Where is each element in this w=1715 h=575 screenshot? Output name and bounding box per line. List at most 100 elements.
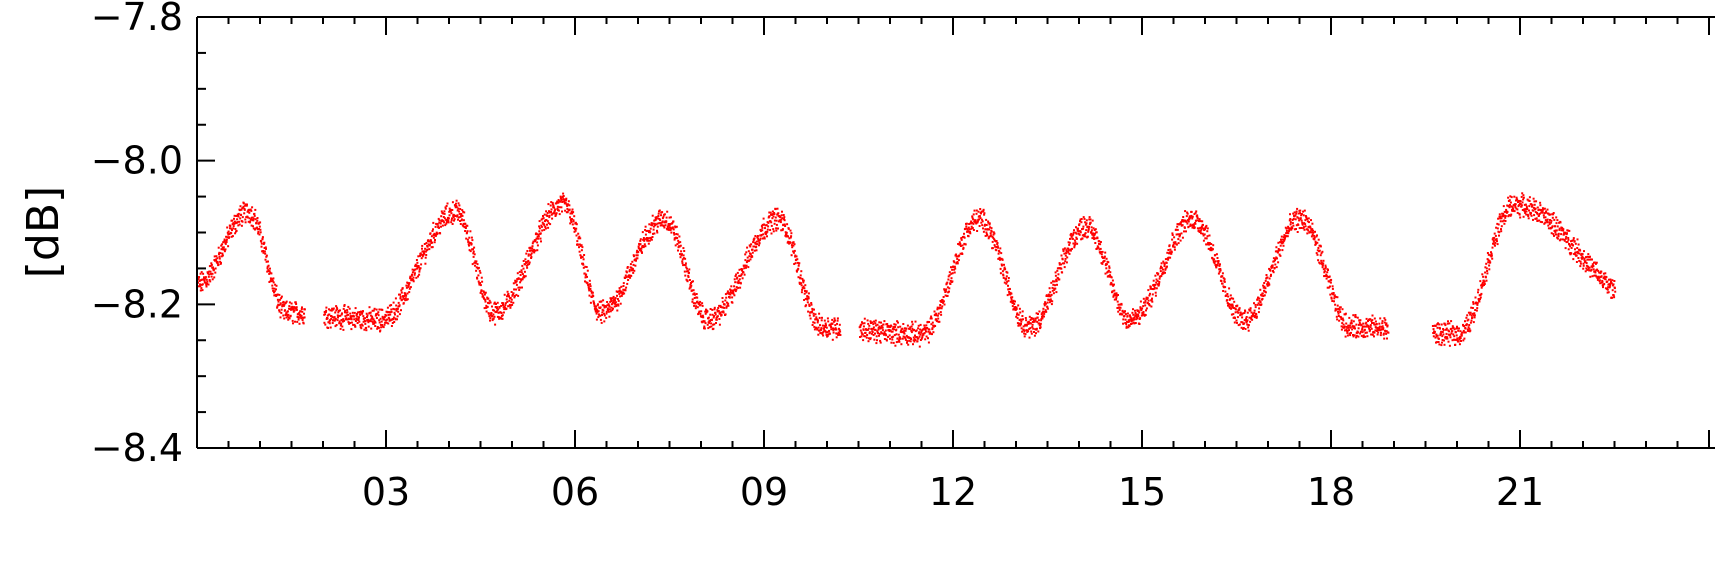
data-point bbox=[862, 328, 865, 331]
data-point bbox=[946, 294, 949, 297]
data-point bbox=[940, 307, 943, 310]
data-point bbox=[584, 265, 587, 268]
data-point bbox=[375, 313, 378, 315]
data-point bbox=[1206, 230, 1209, 233]
data-point bbox=[1279, 244, 1282, 247]
data-point bbox=[1150, 299, 1153, 302]
data-point bbox=[494, 306, 497, 308]
data-point bbox=[559, 200, 562, 203]
data-point bbox=[624, 277, 626, 279]
data-point bbox=[1484, 276, 1487, 279]
data-point bbox=[1225, 294, 1228, 297]
data-point bbox=[644, 245, 647, 248]
data-point bbox=[254, 208, 257, 211]
data-point bbox=[282, 304, 285, 307]
data-point bbox=[1384, 318, 1387, 321]
data-point bbox=[743, 267, 746, 270]
data-point bbox=[537, 237, 540, 240]
data-point bbox=[686, 270, 689, 273]
data-point bbox=[687, 274, 690, 277]
data-point bbox=[1143, 314, 1146, 317]
data-point bbox=[820, 327, 823, 330]
data-point bbox=[769, 229, 772, 231]
data-point bbox=[1503, 219, 1506, 222]
data-point bbox=[1149, 286, 1152, 289]
data-point bbox=[501, 317, 504, 320]
data-point bbox=[1582, 264, 1585, 267]
data-point bbox=[633, 255, 635, 258]
data-point bbox=[379, 329, 382, 332]
data-point bbox=[504, 302, 507, 305]
data-point bbox=[405, 284, 408, 287]
data-point bbox=[748, 259, 751, 262]
data-point bbox=[1139, 317, 1142, 320]
data-point bbox=[832, 331, 835, 334]
data-point bbox=[984, 228, 987, 231]
data-point bbox=[990, 230, 993, 233]
data-point bbox=[980, 212, 982, 215]
data-point bbox=[1098, 248, 1101, 251]
data-point bbox=[919, 328, 922, 331]
data-point bbox=[338, 320, 341, 323]
data-point bbox=[746, 246, 749, 249]
data-point bbox=[587, 287, 590, 290]
data-point bbox=[696, 306, 699, 309]
data-point bbox=[241, 216, 244, 219]
data-point bbox=[1374, 320, 1377, 323]
data-point bbox=[223, 238, 226, 241]
data-point bbox=[644, 229, 647, 231]
data-point bbox=[802, 285, 805, 288]
data-point bbox=[1154, 274, 1157, 277]
data-point bbox=[1576, 247, 1579, 249]
data-point bbox=[799, 274, 802, 277]
data-point bbox=[1014, 306, 1017, 308]
data-point bbox=[229, 227, 232, 230]
data-point bbox=[302, 322, 305, 325]
data-point bbox=[1291, 227, 1294, 230]
data-point bbox=[808, 314, 811, 317]
data-point bbox=[699, 300, 702, 303]
data-point bbox=[392, 301, 395, 304]
data-point bbox=[775, 223, 778, 226]
data-point bbox=[1562, 228, 1565, 231]
data-point bbox=[1526, 208, 1529, 210]
data-point bbox=[905, 327, 908, 330]
data-point bbox=[600, 300, 603, 303]
data-point bbox=[824, 326, 827, 328]
data-point bbox=[1317, 247, 1320, 249]
data-point bbox=[874, 322, 877, 325]
data-point bbox=[223, 240, 226, 242]
data-point bbox=[237, 212, 240, 215]
x-tick-label: 18 bbox=[1307, 470, 1355, 514]
data-point bbox=[1531, 205, 1534, 208]
data-point bbox=[399, 293, 402, 296]
data-point bbox=[418, 273, 421, 276]
data-point bbox=[1463, 331, 1466, 334]
data-point bbox=[524, 258, 527, 261]
data-point bbox=[1214, 254, 1217, 257]
data-point bbox=[645, 230, 648, 232]
data-point bbox=[1170, 251, 1173, 254]
data-point bbox=[870, 327, 873, 330]
data-point bbox=[1253, 316, 1256, 319]
data-point bbox=[1497, 217, 1500, 220]
data-point bbox=[211, 278, 214, 281]
data-point bbox=[455, 205, 458, 207]
data-point bbox=[898, 339, 901, 342]
data-point bbox=[872, 334, 875, 336]
data-point bbox=[991, 247, 994, 250]
data-point bbox=[343, 311, 346, 314]
data-point bbox=[986, 228, 989, 231]
data-point bbox=[1543, 222, 1546, 225]
data-point bbox=[612, 300, 615, 303]
data-point bbox=[1510, 196, 1513, 199]
data-point bbox=[420, 263, 423, 266]
data-point bbox=[992, 231, 995, 234]
data-point bbox=[1191, 217, 1194, 220]
data-point bbox=[611, 301, 614, 304]
data-point bbox=[441, 224, 444, 227]
data-point bbox=[1350, 322, 1353, 325]
data-point bbox=[1610, 280, 1612, 283]
data-point bbox=[811, 308, 814, 311]
data-point bbox=[977, 210, 980, 213]
